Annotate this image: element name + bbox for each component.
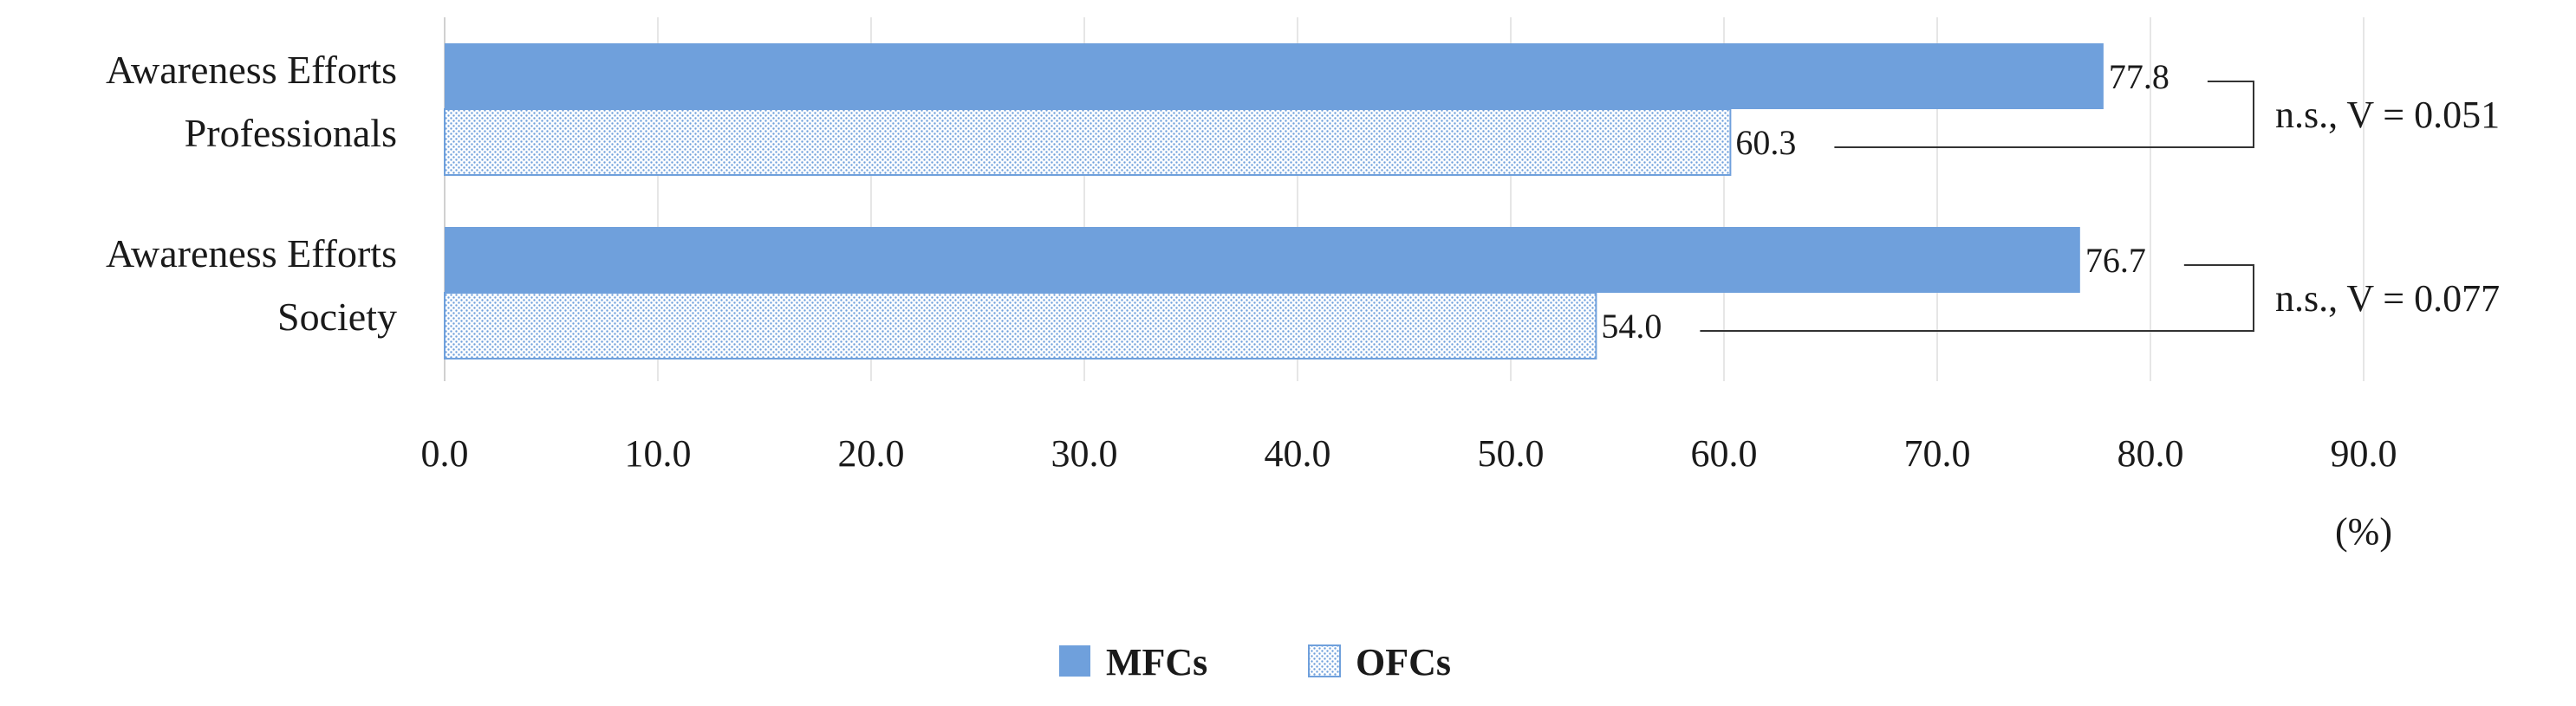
x-tick-label: 70.0 [1904, 432, 1971, 475]
bar-ofcs [444, 108, 1732, 176]
category-label: Awareness Efforts [106, 231, 397, 275]
bars [444, 43, 2104, 359]
legend-swatch-mfcs [1059, 645, 1090, 677]
data-label: 77.8 [2109, 57, 2169, 96]
category-label: Awareness Efforts [106, 48, 397, 92]
x-tick-label: 50.0 [1478, 432, 1545, 475]
stat-annotation: n.s., V = 0.077 [2275, 277, 2500, 320]
x-tick-label: 80.0 [2117, 432, 2184, 475]
legend-label: OFCs [1356, 641, 1451, 683]
x-tick-label: 40.0 [1265, 432, 1331, 475]
bar-mfcs [445, 227, 2080, 293]
significance-bracket [1700, 264, 2254, 332]
bar-ofcs [444, 292, 1597, 359]
x-tick-label: 30.0 [1051, 432, 1118, 475]
data-label: 76.7 [2085, 241, 2146, 280]
category-label: Society [277, 295, 397, 339]
bar-mfcs [445, 43, 2104, 109]
x-tick-label: 20.0 [838, 432, 905, 475]
legend: MFCs OFCs [1059, 641, 1451, 683]
x-tick-label: 60.0 [1691, 432, 1758, 475]
x-tick-label: 10.0 [625, 432, 692, 475]
labels: 0.0 10.0 20.0 30.0 40.0 50.0 60.0 70.0 80.0 90.0 (… [106, 48, 2500, 553]
legend-swatch-ofcs [1308, 644, 1341, 677]
stat-annotation: n.s., V = 0.051 [2275, 94, 2500, 136]
data-label: 60.3 [1735, 123, 1796, 162]
legend-label: MFCs [1106, 641, 1207, 683]
x-axis-unit-label: (%) [2335, 510, 2392, 553]
data-label: 54.0 [1601, 307, 1662, 346]
category-label: Professionals [185, 111, 397, 155]
significance-bracket [1834, 81, 2254, 148]
significance-brackets [1700, 81, 2254, 332]
x-tick-label: 0.0 [421, 432, 469, 475]
x-tick-label: 90.0 [2331, 432, 2397, 475]
